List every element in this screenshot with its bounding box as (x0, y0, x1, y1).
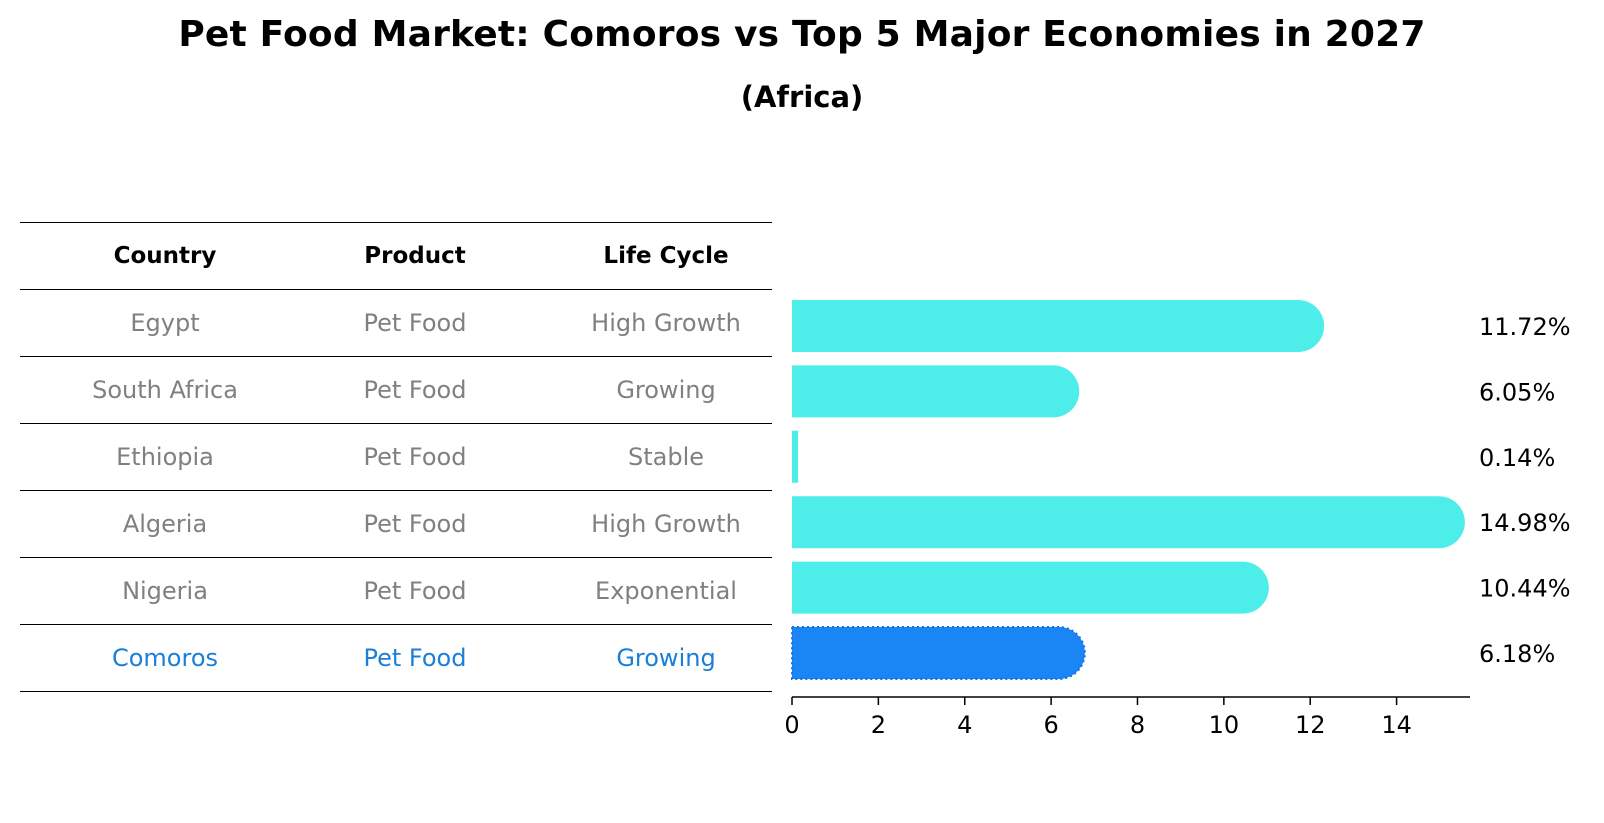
x-tick-label: 10 (1209, 711, 1240, 739)
life-cycle-cell: Growing (616, 644, 716, 672)
value-label-egypt: 11.72% (1479, 313, 1571, 341)
product-cell: Pet Food (363, 443, 467, 471)
country-cell: Comoros (111, 644, 219, 672)
table-row: Algeria Pet Food High Growth (20, 491, 772, 558)
header-life-cycle: Life Cycle (603, 243, 729, 269)
life-cycle-cell: Exponential (595, 577, 737, 605)
x-tick-label: 2 (871, 711, 886, 739)
x-tick-label: 4 (957, 711, 972, 739)
value-label-south-africa: 6.05% (1479, 378, 1555, 406)
product-cell: Pet Food (363, 577, 467, 605)
product-cell: Pet Food (363, 644, 467, 672)
life-cycle-cell: Stable (627, 443, 705, 471)
life-cycle-cell: High Growth (591, 510, 741, 538)
product-cell: Pet Food (363, 510, 467, 538)
bar-highlight-outline (791, 626, 1086, 680)
header-product: Product (364, 243, 466, 269)
bar-south-africa (792, 365, 1080, 418)
table-row: Egypt Pet Food High Growth (20, 290, 772, 357)
country-cell: Ethiopia (116, 443, 214, 471)
value-label-algeria: 14.98% (1479, 509, 1571, 537)
life-cycle-cell: Growing (616, 376, 716, 404)
life-cycle-cell: High Growth (591, 309, 741, 337)
bar-nigeria (792, 561, 1269, 614)
header-country: Country (113, 243, 217, 269)
table-header-row: Country Product Life Cycle (20, 222, 772, 290)
country-cell: Nigeria (122, 577, 208, 605)
table-row-highlighted: Comoros Pet Food Growing (20, 625, 772, 692)
chart-title: Pet Food Market: Comoros vs Top 5 Major … (178, 14, 1426, 55)
bar-algeria (792, 496, 1465, 549)
x-tick-label: 6 (1043, 711, 1058, 739)
country-cell: Egypt (130, 309, 200, 337)
country-cell: Algeria (122, 510, 208, 538)
chart-subtitle: (Africa) (740, 80, 864, 114)
table-row: Ethiopia Pet Food Stable (20, 424, 772, 491)
value-label-ethiopia: 0.14% (1479, 444, 1555, 472)
value-label-comoros: 6.18% (1479, 640, 1555, 668)
country-cell: South Africa (92, 376, 238, 404)
bar-egypt (792, 300, 1325, 352)
x-tick-label: 0 (784, 711, 799, 739)
product-cell: Pet Food (363, 309, 467, 337)
bar-comoros (792, 627, 1085, 679)
x-tick-label: 12 (1295, 711, 1326, 739)
value-label-nigeria: 10.44% (1479, 575, 1571, 603)
comparison-table: Country Product Life Cycle Egypt Pet Foo… (20, 222, 772, 692)
table-row: Nigeria Pet Food Exponential (20, 558, 772, 625)
x-tick-label: 14 (1381, 711, 1412, 739)
x-tick-label: 8 (1130, 711, 1145, 739)
table-row: South Africa Pet Food Growing (20, 357, 772, 424)
bar-ethiopia (792, 430, 799, 483)
product-cell: Pet Food (363, 376, 467, 404)
